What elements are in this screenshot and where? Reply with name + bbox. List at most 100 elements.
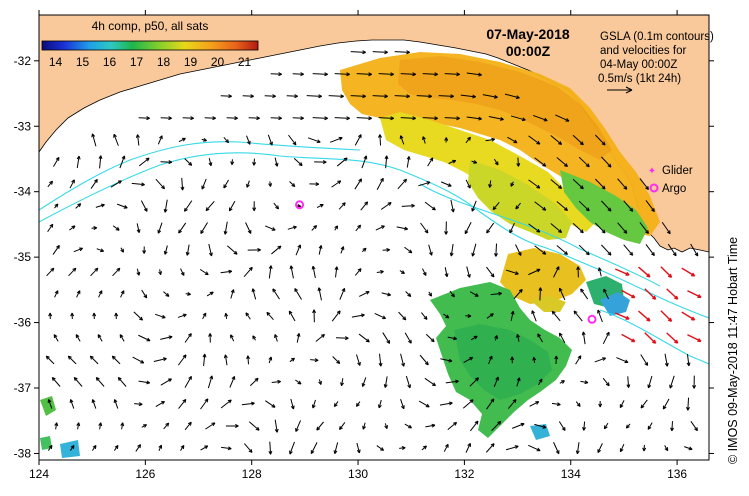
velocity-arrow xyxy=(178,399,187,409)
velocity-arrow xyxy=(445,379,459,384)
velocity-arrow xyxy=(184,158,193,166)
velocity-arrow xyxy=(248,116,260,121)
velocity-arrow xyxy=(185,244,190,256)
velocity-arrow xyxy=(272,288,280,300)
velocity-arrow xyxy=(273,202,280,210)
fast-velocity-arrow xyxy=(666,288,679,300)
velocity-arrow xyxy=(556,157,568,168)
velocity-arrow xyxy=(428,244,433,256)
velocity-arrow xyxy=(664,353,669,367)
velocity-arrow xyxy=(289,265,294,279)
y-tick-label: -35 xyxy=(14,250,32,264)
velocity-arrow xyxy=(582,421,587,431)
velocity-arrow xyxy=(449,290,455,298)
velocity-arrow xyxy=(295,420,302,432)
velocity-arrow xyxy=(647,375,653,389)
velocity-arrow xyxy=(603,422,609,430)
fast-velocity-arrow xyxy=(644,332,657,344)
velocity-arrow xyxy=(223,136,230,144)
velocity-arrow xyxy=(91,133,97,147)
velocity-arrow xyxy=(528,268,541,276)
velocity-arrow xyxy=(318,245,323,255)
velocity-arrow xyxy=(449,243,454,257)
velocity-arrow xyxy=(640,354,649,366)
velocity-arrow xyxy=(528,179,541,189)
velocity-arrow xyxy=(69,225,76,231)
velocity-arrow xyxy=(551,310,561,322)
velocity-arrow xyxy=(208,158,213,167)
velocity-arrow xyxy=(639,222,649,234)
velocity-arrow xyxy=(359,291,370,297)
velocity-arrow xyxy=(444,221,449,235)
velocity-arrow xyxy=(534,157,547,167)
argo-floats xyxy=(295,200,597,324)
velocity-arrow xyxy=(420,222,429,234)
velocity-arrow xyxy=(486,398,495,410)
velocity-arrow xyxy=(400,399,405,410)
velocity-arrow xyxy=(142,246,147,254)
velocity-arrow xyxy=(471,200,477,212)
velocity-arrow xyxy=(288,134,297,146)
velocity-arrow xyxy=(421,445,427,451)
velocity-arrow xyxy=(311,265,316,279)
velocity-arrow xyxy=(184,375,192,388)
velocity-arrow xyxy=(444,72,460,77)
fast-velocity-arrow xyxy=(660,310,673,322)
argo-float-marker xyxy=(295,200,305,210)
velocity-arrow xyxy=(421,312,428,320)
velocity-arrow xyxy=(340,378,344,387)
velocity-arrow xyxy=(532,114,548,122)
velocity-arrow xyxy=(515,202,521,210)
velocity-arrow xyxy=(465,314,472,318)
velocity-arrow xyxy=(208,243,213,257)
velocity-arrow xyxy=(350,50,366,55)
velocity-arrow xyxy=(306,94,322,99)
velocity-arrow xyxy=(558,421,566,431)
velocity-arrow xyxy=(358,333,370,343)
velocity-arrow xyxy=(295,379,302,385)
velocity-arrow xyxy=(594,134,606,146)
velocity-arrow xyxy=(230,334,235,342)
velocity-arrow xyxy=(505,445,519,451)
velocity-arrow xyxy=(400,353,405,367)
velocity-arrow xyxy=(177,313,187,318)
argo-float-marker xyxy=(587,314,597,324)
velocity-arrow xyxy=(399,135,405,145)
colorbar-tick-label: 19 xyxy=(184,55,198,69)
velocity-arrow xyxy=(581,331,586,345)
velocity-arrow xyxy=(485,443,495,453)
velocity-arrow xyxy=(669,375,675,389)
velocity-arrow xyxy=(470,335,478,341)
velocity-arrow xyxy=(639,178,649,190)
velocity-arrow xyxy=(623,244,634,256)
velocity-arrow xyxy=(52,244,60,255)
velocity-arrow xyxy=(54,422,59,430)
velocity-arrow xyxy=(274,334,278,342)
axes: 124 126 128 130 132 134 136 -32 -33 -34 -35 -36 -37 -… xyxy=(14,10,714,481)
velocity-arrow xyxy=(603,288,610,300)
velocity-arrow xyxy=(271,245,282,255)
velocity-arrow xyxy=(160,116,172,121)
velocity-arrows xyxy=(45,50,702,455)
x-tick-label: 136 xyxy=(667,467,687,481)
velocity-arrow xyxy=(245,222,252,234)
colorbar-tick-label: 17 xyxy=(130,55,144,69)
velocity-arrow xyxy=(504,93,520,100)
velocity-arrow xyxy=(550,179,563,189)
velocity-arrow xyxy=(405,291,412,297)
argo-label: Argo xyxy=(662,183,686,195)
velocity-arrow xyxy=(597,309,603,323)
velocity-arrow xyxy=(572,178,584,190)
colorbar-title: 4h comp, p50, all sats xyxy=(92,19,209,33)
velocity-arrow xyxy=(289,441,295,455)
velocity-arrow xyxy=(200,222,208,234)
velocity-arrow xyxy=(178,222,187,234)
velocity-arrow xyxy=(427,157,434,167)
velocity-arrow xyxy=(76,422,81,430)
velocity-arrow xyxy=(135,444,142,452)
velocity-arrow xyxy=(444,267,449,278)
velocity-arrow xyxy=(513,288,523,299)
velocity-arrow xyxy=(405,375,412,389)
velocity-arrow xyxy=(246,135,251,145)
